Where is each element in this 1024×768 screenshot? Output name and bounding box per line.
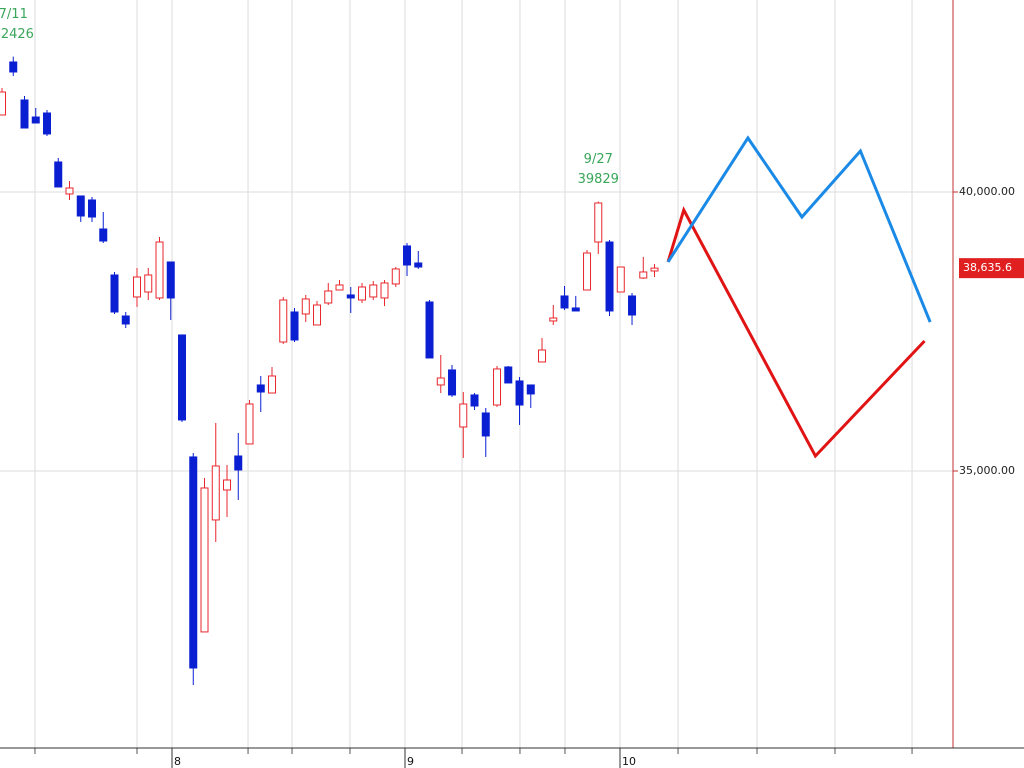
candle-body: [54, 161, 63, 188]
candle-body: [391, 268, 400, 285]
candle-body: [43, 112, 52, 135]
last-price-label: 38,635.6: [963, 261, 1012, 274]
candle-body: [425, 301, 434, 359]
last-price-tag: [959, 258, 1024, 279]
annotation-value: 42426: [0, 27, 34, 42]
candle-body: [605, 241, 614, 312]
candle-body: [583, 252, 592, 291]
candle-body: [110, 274, 119, 313]
candle-body: [144, 274, 153, 293]
candle-body: [211, 465, 220, 521]
candle-body: [380, 282, 389, 299]
candle-body: [166, 261, 175, 299]
candle-body: [256, 384, 265, 393]
candle-body: [538, 349, 547, 363]
candle-body: [549, 317, 558, 322]
candle-body: [178, 334, 187, 421]
annotation-date: 9/27: [584, 152, 613, 167]
candle-body: [346, 294, 355, 299]
candle-body: [0, 91, 7, 116]
candle-body: [616, 266, 625, 293]
candle-body: [459, 403, 468, 428]
candle-body: [324, 290, 333, 304]
candle-body: [436, 377, 445, 386]
candle-body: [76, 195, 85, 217]
x-tick-label: 8: [174, 755, 181, 768]
candle-body: [639, 271, 648, 279]
projection-line: [666, 206, 926, 459]
candle-body: [594, 202, 603, 243]
candle-body: [65, 187, 74, 195]
candle-body: [301, 298, 310, 315]
candle-body: [200, 487, 209, 633]
candle-body: [403, 245, 412, 266]
candle-body: [504, 366, 513, 384]
candle-body: [290, 311, 299, 341]
projection-line: [666, 135, 932, 323]
candle-body: [560, 295, 569, 309]
x-tick-label: 9: [407, 755, 414, 768]
candle-body: [313, 304, 322, 326]
candle-body: [31, 116, 40, 124]
candle-body: [369, 284, 378, 298]
candle-body: [335, 284, 344, 291]
candle-body: [121, 315, 130, 325]
candle-body: [526, 384, 535, 395]
candle-body: [245, 403, 254, 445]
y-tick-label: 40,000.00: [959, 185, 1015, 198]
candle-body: [470, 394, 479, 407]
candle-body: [20, 99, 29, 129]
candle-body: [99, 228, 108, 242]
annotation-value: 39829: [578, 172, 619, 187]
candle-body: [9, 61, 18, 73]
candle-body: [268, 375, 277, 394]
candle-body: [223, 479, 232, 491]
candle-body: [189, 456, 198, 669]
candle-body: [234, 455, 243, 471]
candle-body: [88, 199, 97, 218]
candle-body: [493, 368, 502, 406]
candle-body: [481, 412, 490, 437]
x-tick-label: 10: [622, 755, 636, 768]
candle-body: [515, 380, 524, 406]
candle-body: [448, 369, 457, 396]
candle-body: [358, 286, 367, 301]
annotation-date: 7/11: [0, 7, 28, 22]
candle-body: [628, 295, 637, 316]
candle-body: [155, 241, 164, 299]
candle-body: [133, 276, 142, 298]
candle-body: [650, 267, 659, 272]
candle-body: [414, 262, 423, 268]
candle-body: [279, 299, 288, 343]
candle-body: [571, 307, 580, 312]
y-tick-label: 35,000.00: [959, 464, 1015, 477]
